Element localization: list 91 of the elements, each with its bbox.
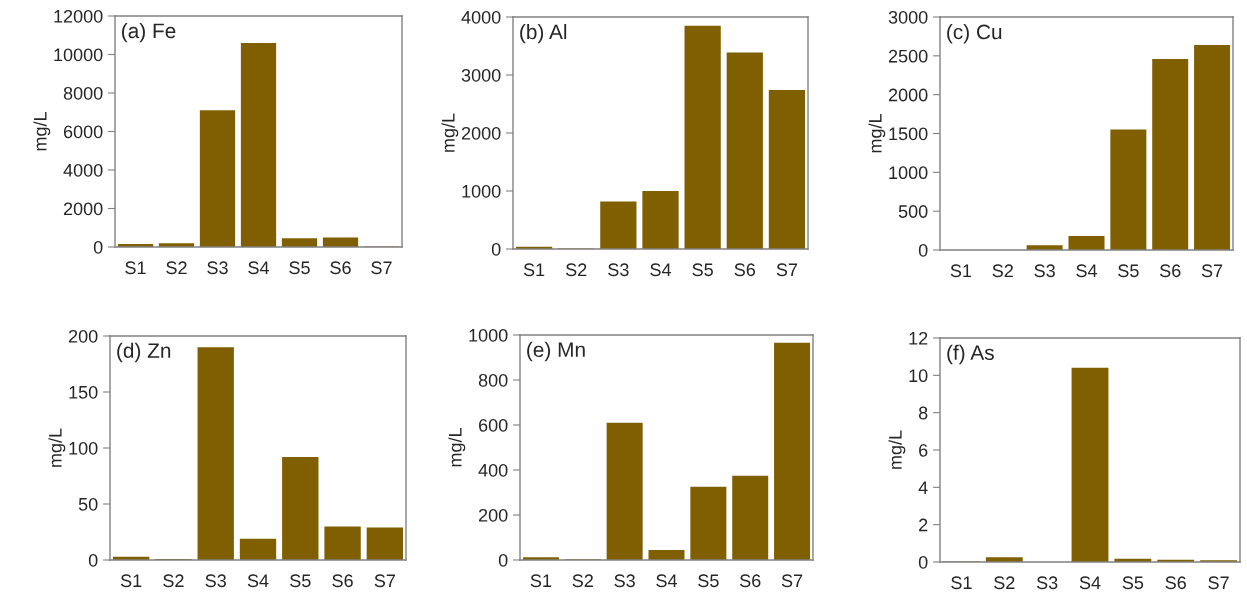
y-tick-label: 0 [93,240,103,254]
x-tick-label: S1 [120,574,142,588]
x-tick-label: S7 [371,261,392,275]
y-tick-label: 0 [491,242,501,256]
y-tick-label: 3000 [461,68,501,82]
y-tick-label: 2 [919,518,928,532]
chart-title: (c) Cu [947,23,1002,44]
x-tick-label: S1 [530,574,552,588]
x-tick-label: S3 [205,574,226,588]
x-tick-label: S6 [1165,576,1186,590]
chart-title: (b) Al [520,23,567,44]
y-tick-label: 12000 [54,9,103,23]
x-tick-label: S7 [1208,576,1229,590]
y-tick-label: 4 [918,481,928,494]
x-tick-label: S4 [247,574,269,588]
y-axis-title: mg/L [888,430,906,469]
y-tick-label: 800 [478,373,508,387]
x-tick-label: S2 [565,263,587,277]
y-tick-label: 4000 [461,10,501,24]
chart-title: (f) As [947,344,994,365]
y-tick-label: 3000 [888,10,928,24]
chart-title: (d) Zn [117,342,171,363]
x-tick-label: S5 [1122,576,1144,590]
x-tick-label: S4 [1076,264,1098,278]
y-tick-label: 8 [918,406,928,420]
y-tick-label: 2000 [461,126,501,140]
x-tick-label: S2 [163,574,184,588]
y-axis-title: mg/L [448,428,466,467]
y-tick-label: 6 [919,443,928,457]
x-tick-label: S1 [523,263,545,277]
x-tick-label: S6 [332,574,353,588]
y-tick-label: 10 [909,369,928,383]
y-tick-label: 0 [88,553,98,567]
x-tick-label: S4 [656,574,678,588]
y-axis-title: mg/L [441,113,459,152]
y-axis-title: mg/L [33,112,51,151]
y-tick-label: 1000 [469,328,508,342]
x-tick-label: S2 [992,264,1013,278]
x-tick-label: S3 [1034,264,1055,278]
chart-title: (e) Mn [527,341,585,362]
x-tick-label: S3 [1036,576,1058,590]
x-tick-label: S6 [739,574,761,588]
y-tick-label: 200 [68,329,98,343]
y-tick-label: 500 [898,205,928,218]
y-tick-label: 8000 [63,86,103,100]
y-axis-title: mg/L [868,114,886,153]
y-tick-label: 0 [918,555,928,569]
y-tick-label: 12 [909,331,928,345]
x-tick-label: S5 [692,263,713,277]
y-tick-label: 2000 [63,202,103,216]
y-tick-label: 10000 [54,48,103,62]
y-tick-label: 1500 [889,127,928,141]
y-tick-label: 0 [918,243,928,257]
y-tick-label: 2500 [888,49,928,63]
y-tick-label: 6000 [63,125,103,139]
x-tick-label: S5 [698,574,719,588]
x-tick-label: S1 [125,261,146,275]
x-tick-label: S4 [248,261,270,275]
x-tick-label: S3 [207,261,228,275]
x-tick-label: S2 [572,574,593,588]
y-tick-label: 0 [498,553,508,567]
x-tick-label: S2 [166,261,187,275]
x-tick-label: S7 [781,574,803,588]
x-tick-label: S7 [776,263,798,277]
x-tick-label: S2 [994,576,1015,590]
x-tick-label: S5 [1118,264,1139,278]
x-tick-label: S1 [950,264,972,278]
y-tick-label: 400 [478,463,508,477]
x-tick-label: S5 [289,261,310,275]
y-tick-label: 2000 [888,88,928,102]
y-tick-label: 1000 [889,166,928,180]
x-tick-label: S1 [951,576,972,590]
y-tick-label: 50 [78,497,98,511]
y-tick-label: 100 [69,441,98,455]
chart-title: (a) Fe [122,22,176,43]
y-tick-label: 200 [478,508,508,522]
y-tick-label: 150 [69,385,98,399]
y-tick-label: 600 [478,418,508,432]
x-tick-label: S5 [290,574,311,588]
x-tick-label: S3 [614,574,635,588]
y-axis-title: mg/L [48,428,66,467]
x-tick-label: S6 [734,263,756,277]
x-tick-label: S6 [1159,264,1181,278]
y-tick-label: 4000 [63,163,103,177]
x-tick-label: S6 [330,261,351,275]
x-tick-label: S4 [650,263,672,277]
x-tick-label: S7 [374,574,395,588]
x-tick-label: S3 [608,263,629,277]
y-tick-label: 1000 [462,184,501,198]
x-tick-label: S4 [1079,576,1101,590]
x-tick-label: S7 [1201,264,1223,278]
